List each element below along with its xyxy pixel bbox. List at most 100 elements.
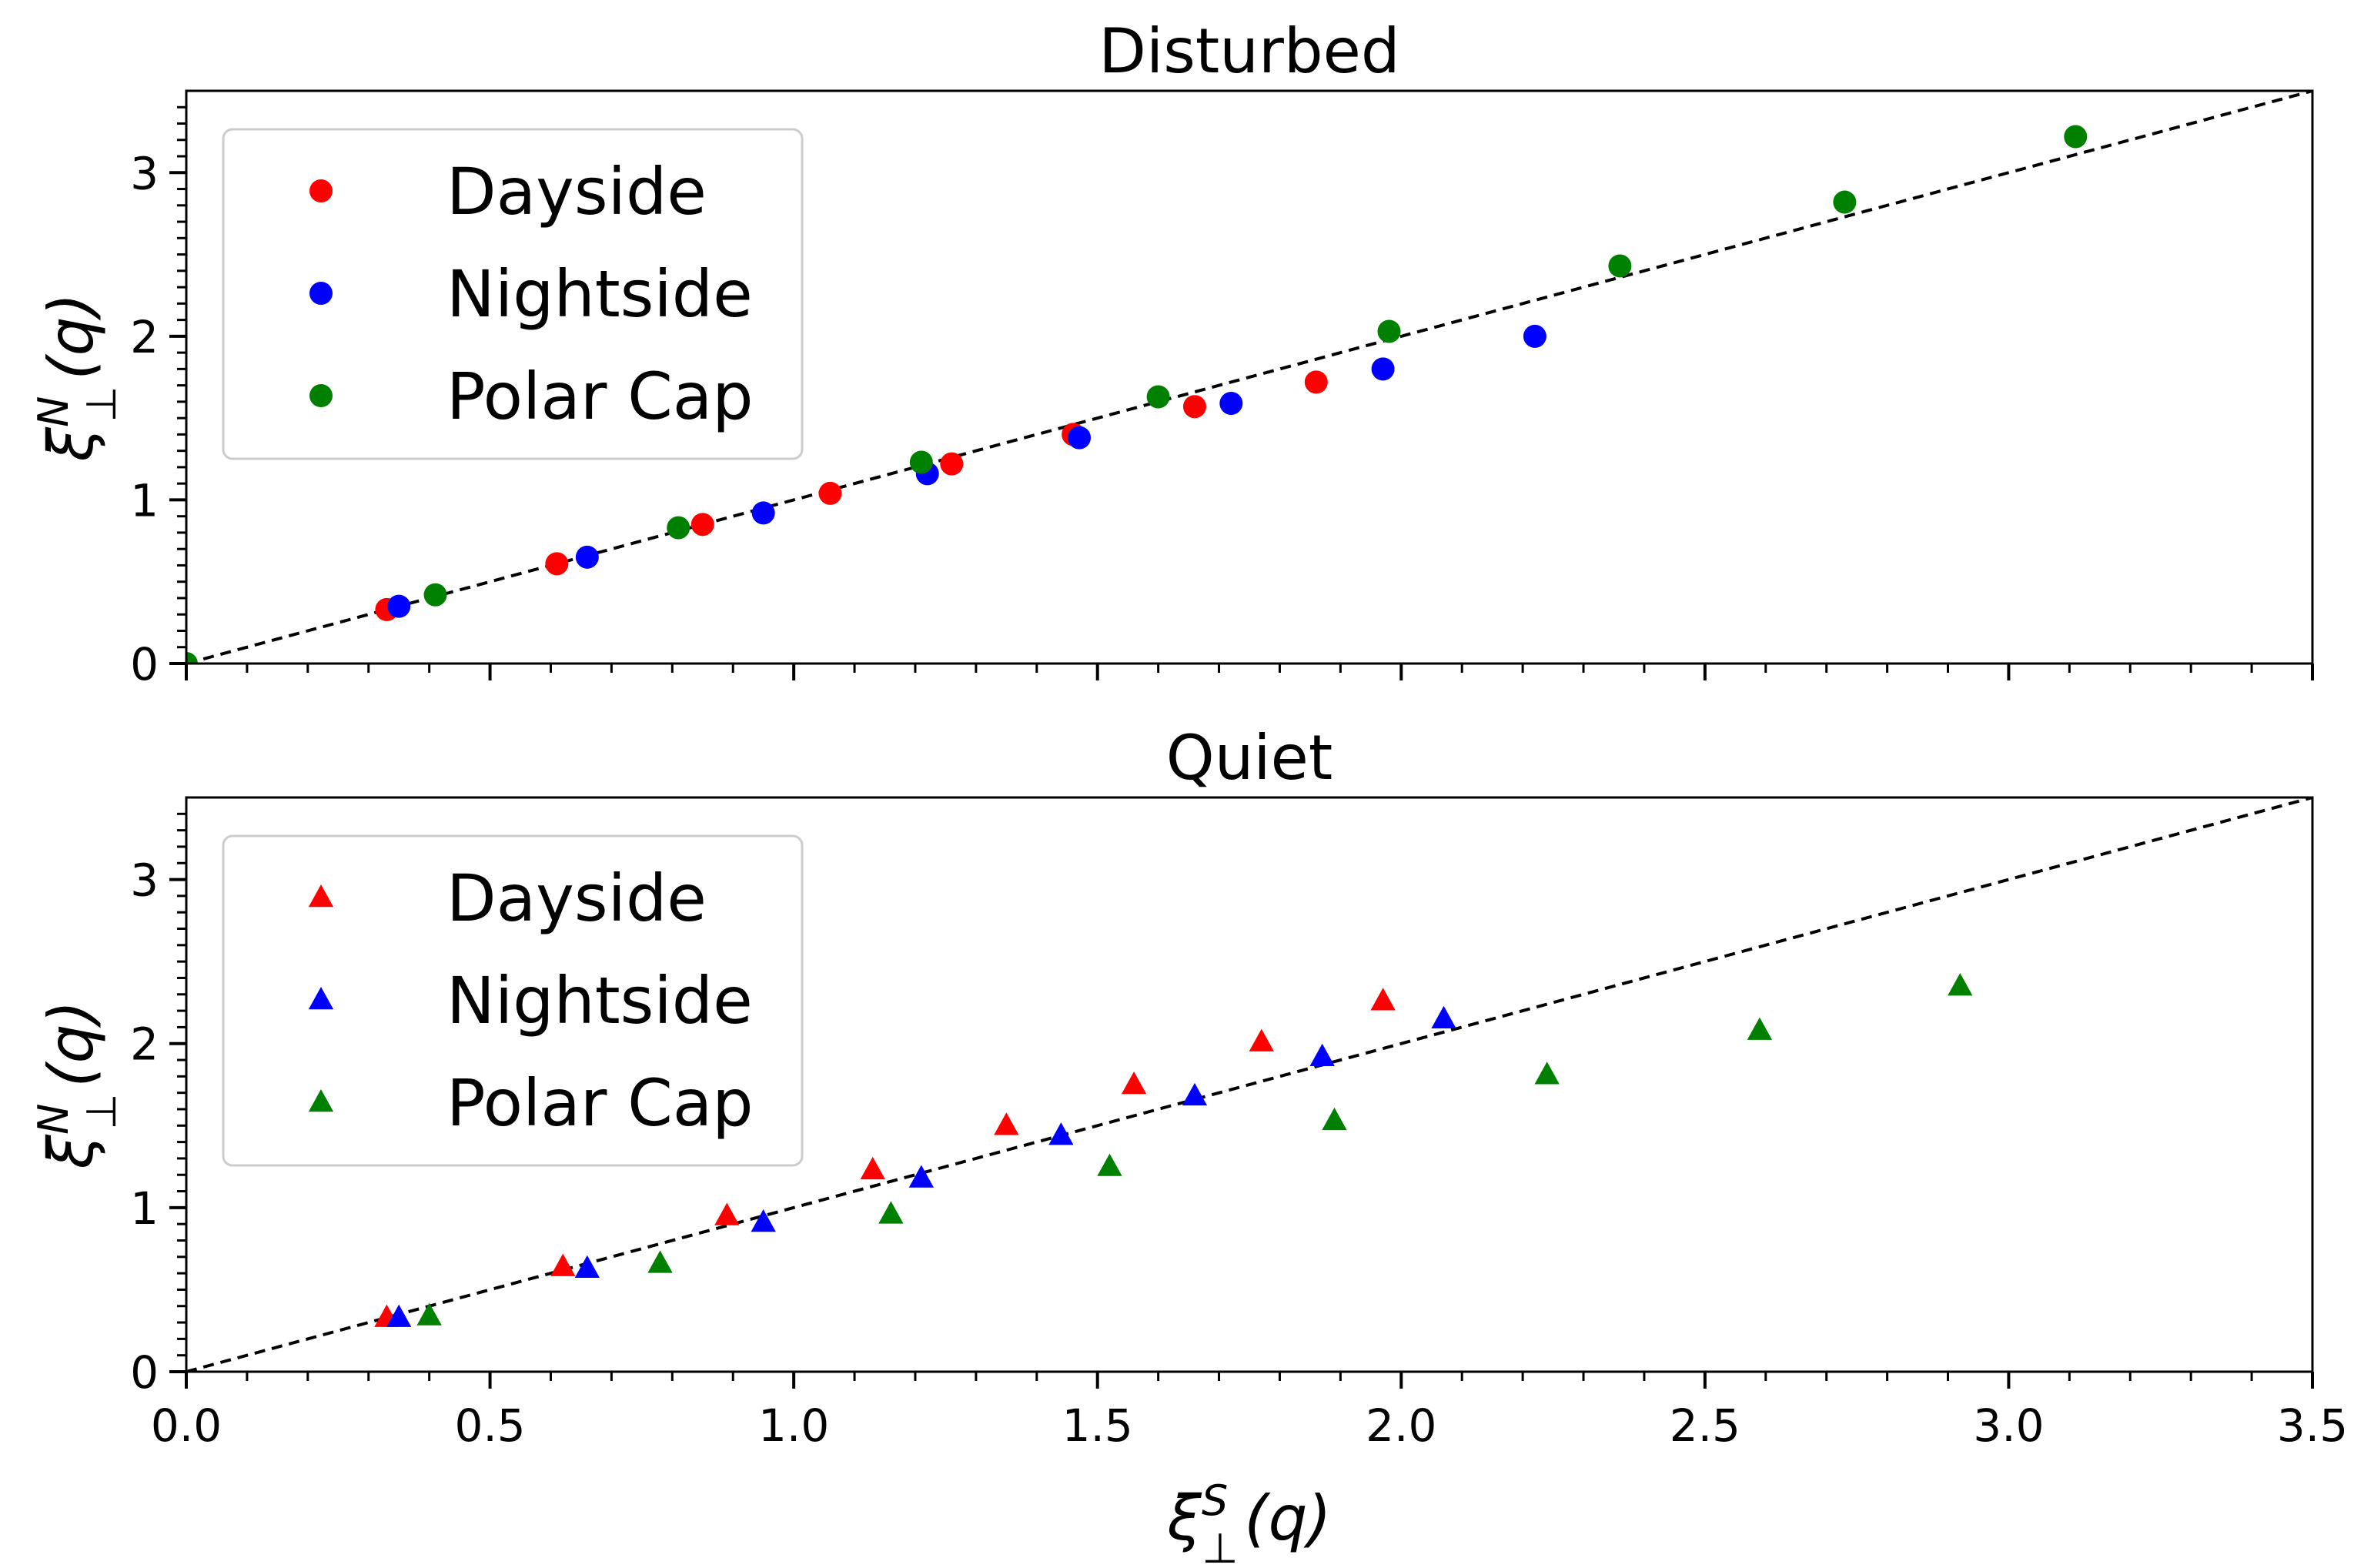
x-tick-label: 2.0 — [1366, 1399, 1436, 1452]
point-dayside — [1370, 988, 1396, 1011]
point-nightside — [387, 594, 411, 618]
point-polar-cap — [1146, 385, 1170, 409]
y-axis-label-arg: (q) — [35, 293, 107, 379]
legend-label-polar-cap: Polar Cap — [446, 359, 754, 434]
panel-quiet: Quiet 0.0 0.5 1.0 1.5 2.0 2.5 3.0 3.5 0 1 2 3 Dayside… — [29, 722, 2348, 1568]
chart-title: Disturbed — [1098, 15, 1399, 87]
legend-box — [222, 834, 804, 1167]
data-points — [186, 125, 2088, 664]
point-dayside — [1249, 1028, 1274, 1051]
point-polar-cap — [1377, 319, 1401, 343]
legend-label-dayside: Dayside — [446, 861, 707, 936]
x-tick-label: 1.0 — [758, 1399, 829, 1452]
point-nightside — [1048, 1122, 1074, 1145]
x-tick-label: 1.5 — [1062, 1399, 1133, 1452]
point-polar-cap — [667, 516, 690, 540]
legend-marker-nightside — [308, 987, 334, 1010]
point-dayside — [545, 552, 569, 576]
point-nightside — [575, 545, 599, 569]
point-dayside — [550, 1253, 576, 1276]
legend-label-nightside: Nightside — [446, 963, 753, 1038]
point-dayside — [940, 452, 964, 476]
legend-label-polar-cap: Polar Cap — [446, 1065, 754, 1141]
point-nightside — [1431, 1005, 1456, 1028]
y-tick-label: 0 — [130, 1346, 159, 1399]
point-nightside — [1182, 1082, 1208, 1106]
point-dayside — [994, 1112, 1019, 1135]
panel-disturbed: Disturbed 0 1 2 3 Dayside Nightside Polar Cap ξN… — [29, 15, 2314, 690]
x-tick-label: 0.5 — [454, 1399, 525, 1452]
y-axis-label: ξN⊥ (q) — [29, 293, 125, 462]
legend-box — [222, 128, 804, 460]
point-nightside — [908, 1165, 935, 1188]
point-dayside — [1304, 370, 1328, 394]
point-nightside — [1523, 324, 1546, 348]
x-tick-label: 0.0 — [151, 1399, 222, 1452]
y-tick-label: 1 — [130, 1182, 159, 1235]
y-axis-label-sup: N — [29, 396, 78, 427]
y-tick-label: 0 — [130, 638, 159, 690]
point-polar-cap — [416, 1302, 442, 1326]
point-nightside — [751, 501, 775, 525]
point-nightside — [574, 1255, 600, 1278]
point-polar-cap — [647, 1250, 673, 1273]
point-dayside — [714, 1202, 740, 1225]
legend-marker-polar-cap — [308, 1089, 334, 1112]
legend-marker-dayside — [308, 884, 334, 908]
point-polar-cap — [1534, 1061, 1560, 1085]
x-axis-label-sup: S — [1202, 1476, 1228, 1525]
y-axis-label-base: ξ — [35, 1134, 107, 1170]
point-dayside — [690, 513, 714, 537]
legend-label-dayside: Dayside — [446, 154, 707, 229]
y-axis-label-sub: ⊥ — [77, 1094, 125, 1130]
point-polar-cap — [186, 652, 198, 664]
point-nightside — [386, 1304, 412, 1327]
x-tick-label: 3.0 — [1973, 1399, 2044, 1452]
x-axis-label: ξS ⊥ (q) — [1166, 1476, 1331, 1568]
point-polar-cap — [1322, 1107, 1347, 1131]
point-polar-cap — [1097, 1153, 1122, 1176]
x-axis-label-arg: (q) — [1244, 1483, 1331, 1554]
x-axis-label-sub: ⊥ — [1202, 1524, 1238, 1568]
plot-frame — [185, 796, 2314, 1373]
data-points — [374, 973, 1973, 1327]
point-dayside — [818, 481, 842, 505]
legend-marker-polar-cap — [309, 384, 333, 407]
y-tick-label: 2 — [130, 311, 159, 363]
point-polar-cap — [423, 583, 447, 607]
x-axis-label-base: ξ — [1166, 1483, 1202, 1554]
y-axis-label-base: ξ — [35, 426, 107, 463]
x-tick-label: 2.5 — [1670, 1399, 1740, 1452]
chart-title: Quiet — [1166, 722, 1332, 794]
legend-marker-nightside — [309, 282, 333, 305]
point-dayside — [1121, 1072, 1147, 1095]
point-nightside — [751, 1209, 776, 1232]
y-axis-label-arg: (q) — [35, 1000, 107, 1087]
reference-line-y-equals-x — [186, 91, 2312, 664]
y-axis-label-sub: ⊥ — [77, 386, 125, 423]
point-polar-cap — [2064, 125, 2088, 149]
point-polar-cap — [1608, 254, 1632, 278]
point-nightside — [1371, 357, 1395, 381]
y-axis-label: ξN⊥ (q) — [29, 1000, 125, 1169]
y-tick-label: 3 — [130, 147, 159, 199]
point-nightside — [1219, 392, 1243, 416]
legend: Dayside Nightside Polar Cap — [222, 834, 804, 1167]
point-polar-cap — [1833, 190, 1857, 214]
point-dayside — [1182, 395, 1206, 419]
reference-line-y-equals-x — [186, 797, 2312, 1372]
point-polar-cap — [1948, 973, 1973, 996]
plot-frame — [185, 89, 2314, 665]
y-tick-label: 2 — [130, 1018, 159, 1071]
legend: Dayside Nightside Polar Cap — [222, 128, 804, 460]
y-tick-label: 1 — [130, 474, 159, 527]
y-tick-label: 3 — [130, 854, 159, 907]
legend-label-nightside: Nightside — [446, 256, 753, 332]
point-polar-cap — [878, 1201, 904, 1224]
point-dayside — [860, 1156, 885, 1180]
point-nightside — [1068, 426, 1092, 450]
point-polar-cap — [909, 450, 933, 474]
x-tick-label: 3.5 — [2277, 1399, 2348, 1452]
point-polar-cap — [1747, 1017, 1773, 1040]
